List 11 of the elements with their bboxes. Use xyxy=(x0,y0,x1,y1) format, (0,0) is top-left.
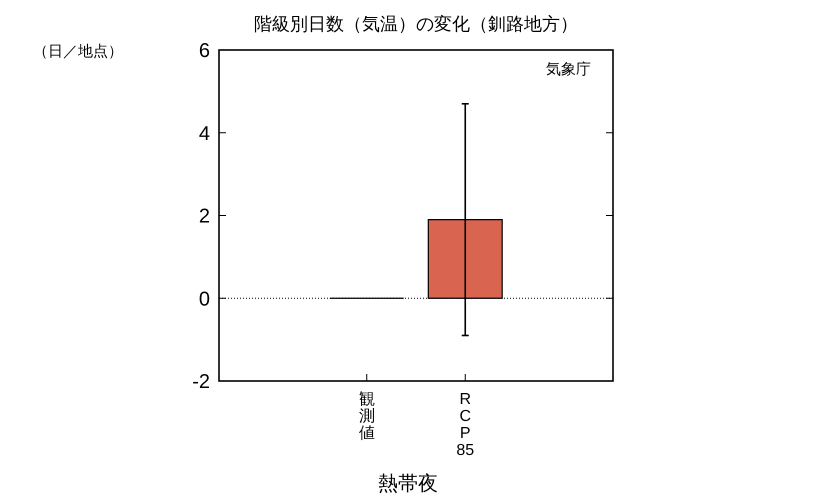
x-tick-label: 観測値 xyxy=(358,391,375,442)
y-tick-label: -2 xyxy=(192,371,210,393)
x-axis-title: 熱帯夜 xyxy=(378,473,438,495)
y-tick-label: 0 xyxy=(198,288,210,310)
x-tick-label: RCP85 xyxy=(456,391,474,459)
y-axis-title: （日／地点） xyxy=(33,43,123,60)
text: 気象庁 xyxy=(546,61,591,78)
chart-title: 階級別日数（気温）の変化（釧路地方） xyxy=(254,14,578,34)
y-tick-label: 6 xyxy=(198,40,210,62)
y-tick-label: 2 xyxy=(198,206,210,228)
y-tick-label: 4 xyxy=(198,122,210,145)
